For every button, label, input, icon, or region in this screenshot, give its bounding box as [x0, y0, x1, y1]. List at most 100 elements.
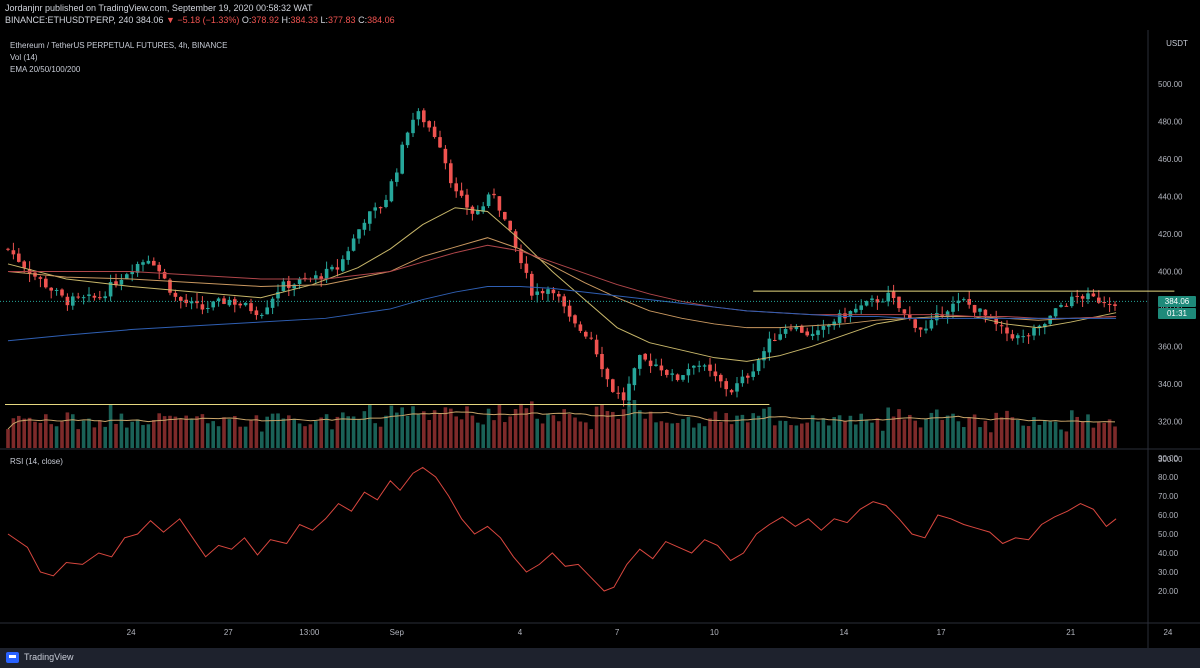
volume-bar [211, 421, 215, 448]
volume-bar [206, 423, 210, 448]
candle-down [1064, 305, 1069, 307]
volume-bar [422, 411, 426, 448]
candle-down [438, 137, 442, 148]
volume-bar [341, 412, 345, 448]
candle-down [897, 296, 901, 309]
volume-bar [362, 411, 367, 448]
candle-down [92, 295, 97, 298]
candle-down [967, 299, 971, 305]
volume-bar [459, 419, 464, 448]
legend-ema[interactable]: EMA 20/50/100/200 [10, 65, 81, 74]
tradingview-logo-icon[interactable] [6, 652, 19, 663]
high-value: 384.33 [290, 15, 318, 25]
volume-bar [1026, 426, 1031, 448]
candle-down [1010, 334, 1015, 339]
volume-bar [875, 418, 880, 448]
volume-bar [762, 408, 766, 448]
volume-bar [281, 418, 286, 448]
volume-ma-line [7, 411, 1116, 430]
candle-up [762, 351, 766, 361]
candle-up [400, 144, 404, 174]
candle-up [216, 298, 221, 302]
candle-up [670, 373, 674, 375]
volume-bar [616, 418, 620, 448]
volume-bar [908, 414, 912, 448]
candle-down [303, 277, 307, 279]
candle-down [805, 331, 809, 336]
candle-up [357, 229, 361, 239]
candle-down [1080, 296, 1085, 299]
horizontal-lines[interactable] [0, 290, 1175, 406]
candle-down [378, 207, 383, 209]
candle-down [22, 261, 26, 268]
candle-up [886, 292, 890, 302]
volume-bar [1032, 417, 1036, 448]
volume-bar [303, 426, 307, 448]
symbol: BINANCE:ETHUSDTPERP, 240 [5, 15, 134, 25]
candle-up [292, 284, 296, 289]
candle-down [470, 206, 475, 214]
candle-up [108, 282, 113, 297]
candle-down [492, 193, 496, 196]
volume-bar [6, 429, 10, 448]
candle-up [119, 279, 124, 285]
legend-title[interactable]: Ethereum / TetherUS PERPETUAL FUTURES, 4… [10, 41, 228, 50]
candle-up [697, 365, 701, 367]
last-price: 384.06 [135, 15, 164, 25]
time-tick-label: 4 [518, 628, 523, 637]
volume-bar [972, 414, 977, 448]
time-tick-label: 10 [710, 628, 719, 637]
volume-bar [584, 422, 588, 448]
footer-brand[interactable]: TradingView [24, 652, 74, 662]
volume-bar [708, 418, 712, 448]
candle-up [1037, 325, 1042, 328]
time-tick-label: 21 [1066, 628, 1075, 637]
candle-down [746, 375, 750, 378]
volume-bar [578, 421, 583, 448]
volume-bar [427, 419, 431, 448]
volume-bar [535, 418, 539, 448]
volume-bar [216, 426, 221, 448]
volume-bar [71, 414, 75, 448]
volume-bar [11, 418, 16, 448]
candle-up [346, 251, 350, 260]
candle-down [1113, 304, 1117, 306]
candle-down [600, 353, 604, 370]
candle-up [130, 271, 134, 275]
candle-up [692, 365, 696, 368]
candle-down [875, 299, 880, 303]
volume-bar [1037, 424, 1042, 448]
candle-up [681, 375, 685, 380]
candle-up [864, 301, 869, 306]
volume-bar [648, 411, 653, 448]
candle-up [546, 289, 550, 294]
candle-down [1091, 293, 1096, 297]
volume-bar [794, 425, 799, 448]
volume-bar [27, 417, 32, 448]
volume-bar [44, 414, 48, 448]
volume-bar [951, 413, 955, 448]
price-tick-label: 440.00 [1158, 192, 1183, 201]
volume-bar [810, 415, 815, 448]
volume-bar [719, 421, 723, 448]
volume-bar [351, 416, 356, 448]
candle-up [330, 266, 334, 270]
volume-bar [837, 415, 842, 448]
rsi-tick-label: 80.00 [1158, 473, 1179, 482]
volume-bar [864, 419, 869, 448]
rsi-line [7, 466, 1117, 592]
volume-bar [670, 423, 674, 448]
volume-bar [1010, 417, 1015, 448]
candle-down [665, 370, 669, 375]
candle-down [114, 281, 118, 286]
volume-bar [918, 427, 923, 448]
legend-volume[interactable]: Vol (14) [10, 53, 38, 62]
candle-up [945, 311, 950, 318]
candle-up [978, 308, 982, 312]
candle-down [972, 304, 977, 313]
rsi-tick-label: 60.00 [1158, 511, 1179, 520]
rsi-legend[interactable]: RSI (14, close) [10, 457, 63, 466]
time-tick-label: 24 [127, 628, 136, 637]
candle-up [535, 291, 539, 295]
candle-down [449, 163, 453, 184]
